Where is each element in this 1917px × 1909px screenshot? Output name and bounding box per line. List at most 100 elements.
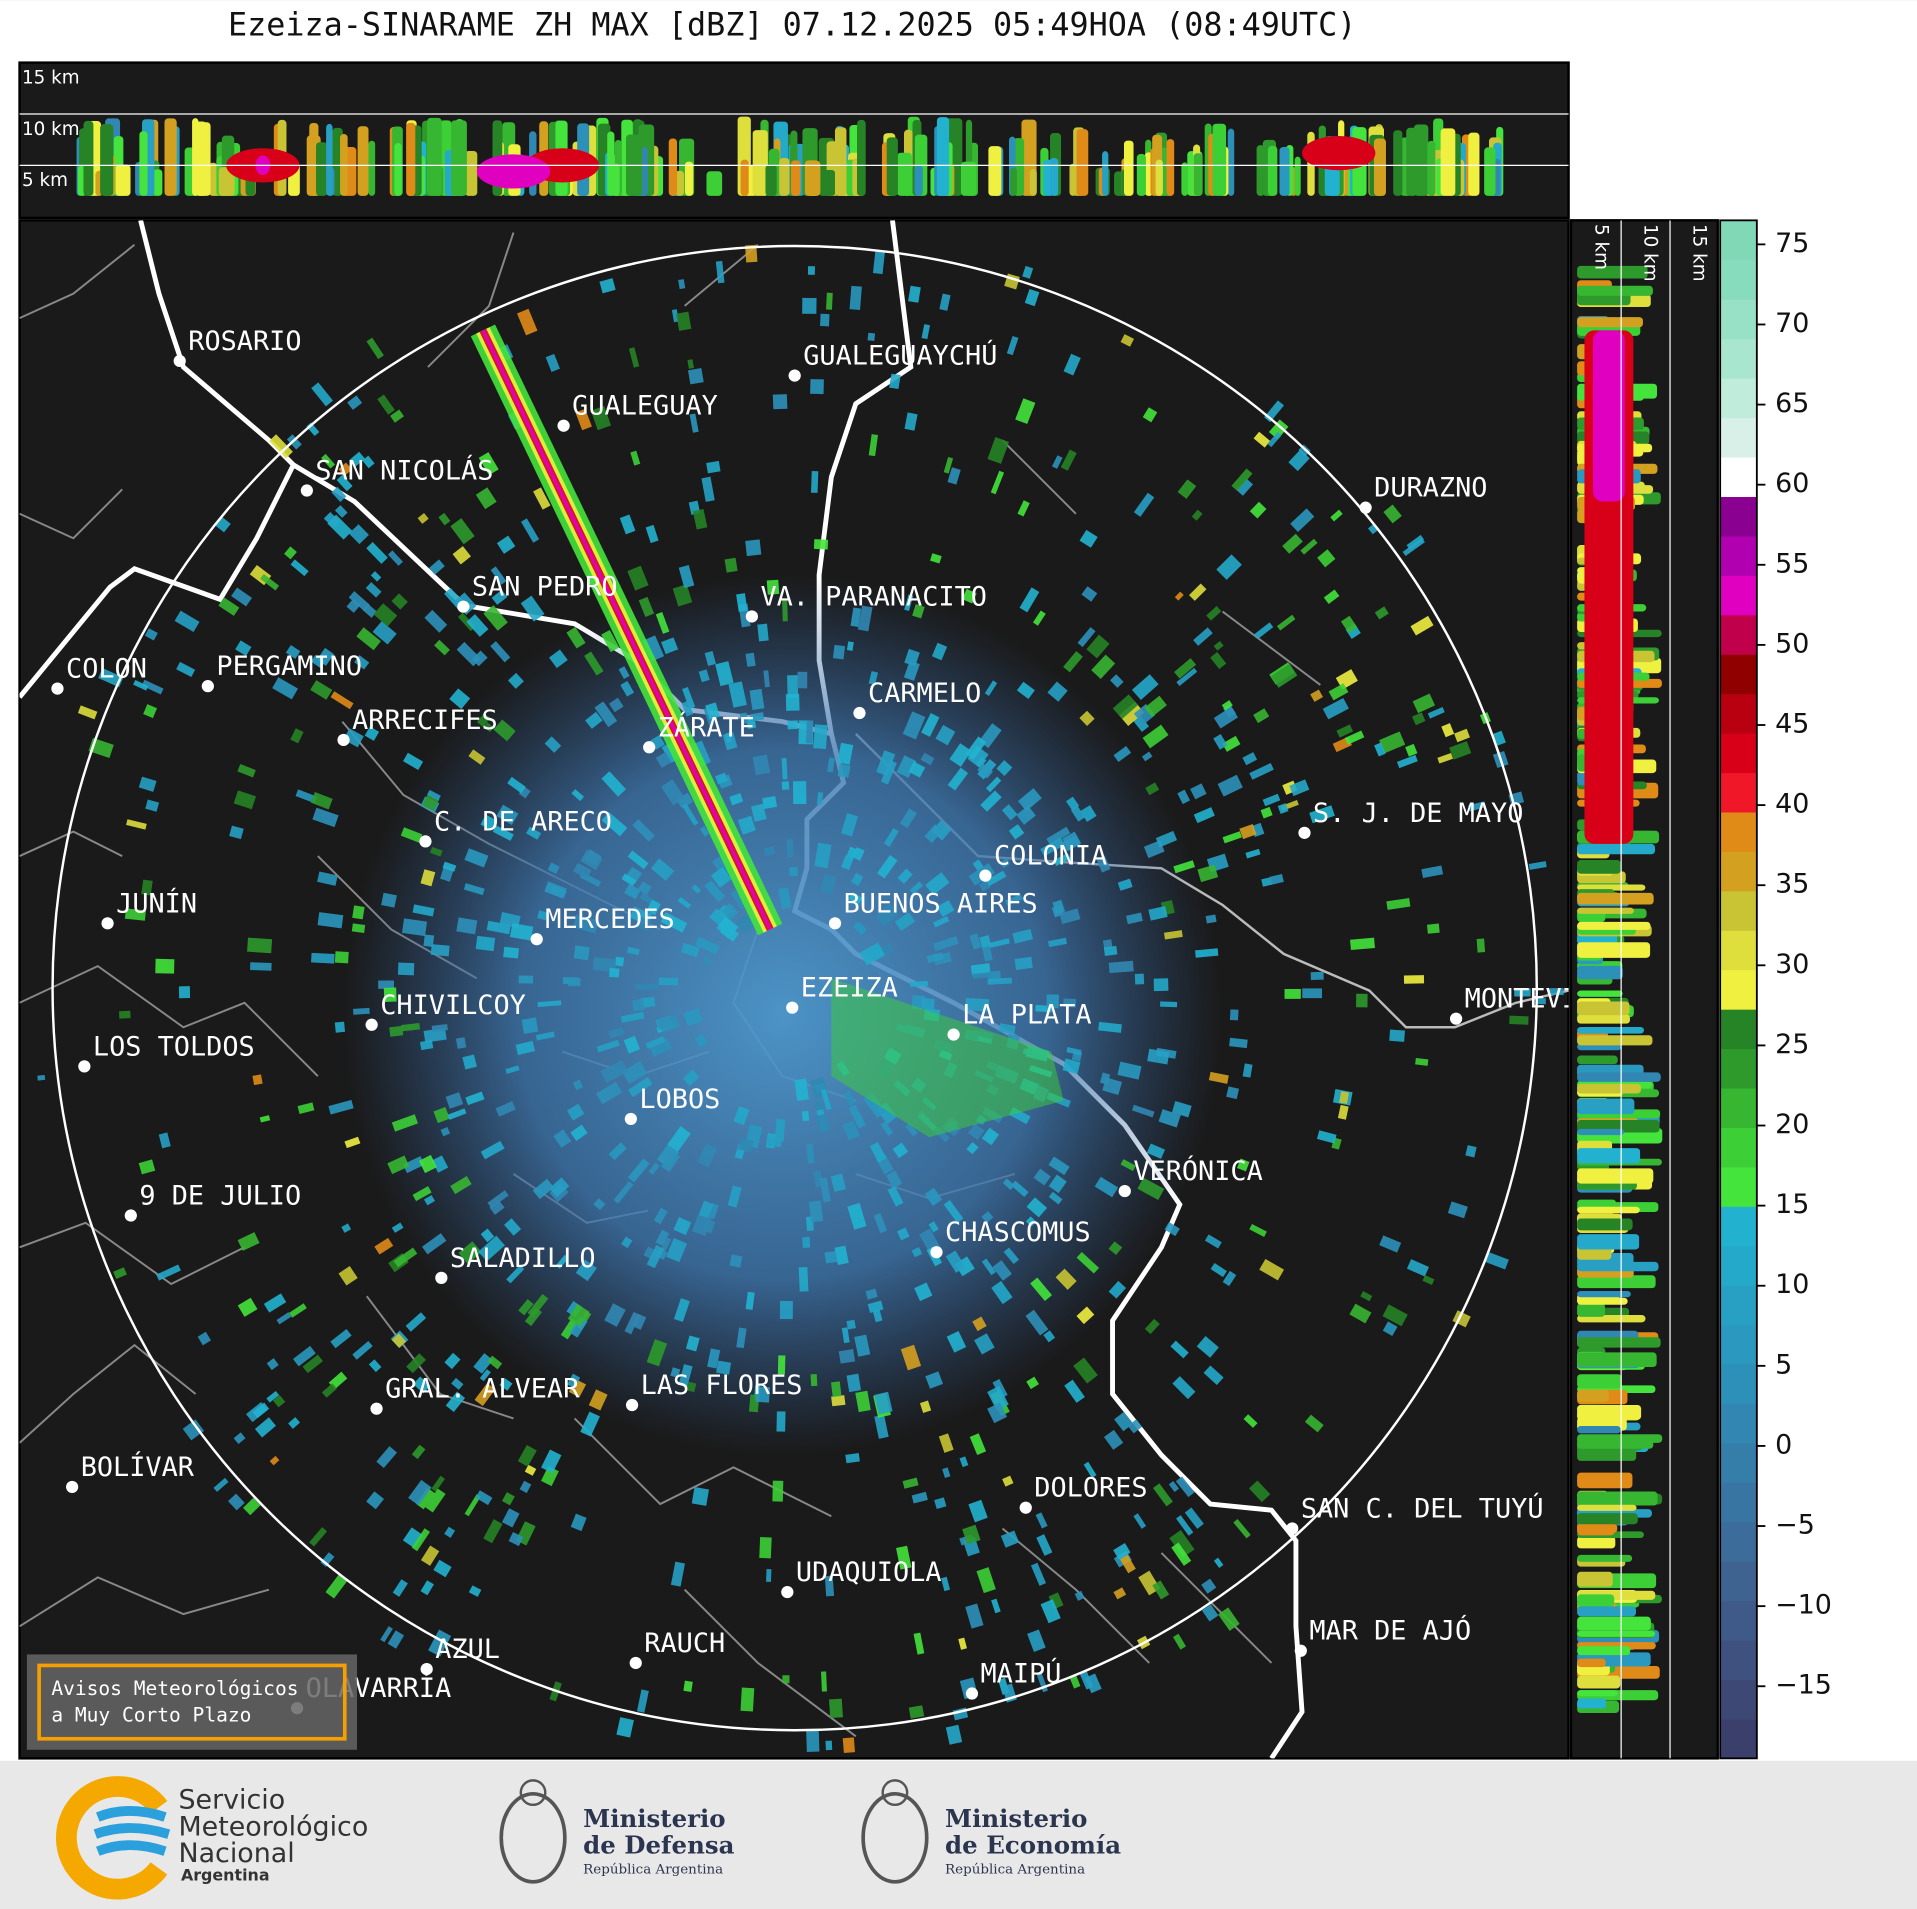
echo: [1422, 1275, 1435, 1285]
echo: [480, 1228, 495, 1243]
echo: [521, 1017, 539, 1034]
echo: [763, 670, 770, 688]
range-ring: [51, 244, 1539, 1732]
echo: [311, 382, 333, 407]
colorbar-tick-label: 25: [1775, 1029, 1809, 1060]
echo: [678, 279, 686, 290]
echo: [1204, 1234, 1222, 1249]
echo: [1243, 1414, 1258, 1428]
echo: [362, 455, 375, 469]
echo: [787, 720, 798, 730]
echo: [636, 1689, 649, 1713]
echo: [1091, 654, 1116, 679]
echo: [1172, 1633, 1186, 1650]
echo: [635, 983, 659, 990]
echo: [683, 1008, 703, 1027]
echo: [1213, 734, 1228, 750]
echo: [969, 933, 982, 950]
echo: [348, 591, 370, 612]
echo: [334, 505, 348, 518]
colorbar-band: [1720, 969, 1757, 1010]
echo: [393, 1247, 418, 1268]
echo: [390, 409, 405, 423]
section-echo: [914, 165, 923, 196]
warning-text[interactable]: Avisos Meteorológicos: [51, 1677, 298, 1700]
echo: [401, 1022, 421, 1032]
colorbar-band: [1720, 614, 1757, 655]
colorbar-tick-label: 0: [1775, 1429, 1792, 1460]
section-echo: [218, 167, 235, 196]
section-echo: [886, 137, 898, 196]
echo: [1259, 1258, 1285, 1281]
echo: [476, 713, 491, 728]
echo: [1079, 710, 1095, 727]
echo: [405, 1312, 427, 1332]
echo: [991, 1598, 1001, 1614]
echo: [423, 1027, 447, 1043]
echo: [1048, 1156, 1070, 1176]
echo: [502, 1492, 515, 1506]
echo: [573, 862, 592, 879]
section-echo: [1577, 1513, 1638, 1525]
city-dot: [853, 706, 866, 720]
echo: [1242, 1063, 1253, 1078]
section-echo: [83, 120, 94, 196]
echo: [266, 1390, 280, 1403]
echo: [874, 903, 900, 928]
echo: [842, 1120, 860, 1141]
section-echo: [765, 164, 777, 196]
echo: [1344, 730, 1365, 745]
echo: [935, 724, 956, 746]
section-echo: [1029, 168, 1037, 196]
section-echo: [1227, 128, 1235, 196]
section-echo: [1577, 1571, 1613, 1587]
section-echo: [368, 140, 376, 196]
echo-streak: [481, 329, 772, 931]
echo: [416, 1487, 436, 1510]
echo: [872, 251, 885, 275]
city-dot: [979, 869, 992, 882]
echo: [681, 686, 696, 710]
echo: [483, 722, 494, 733]
echo: [1396, 754, 1418, 769]
section-echo: [451, 120, 467, 196]
warning-text[interactable]: a Muy Corto Plazo: [51, 1704, 251, 1727]
echo: [229, 825, 244, 840]
echo: [1201, 1578, 1217, 1594]
warning-box[interactable]: [37, 1663, 347, 1741]
echo: [1427, 706, 1445, 719]
echo: [1063, 353, 1081, 376]
echo: [1002, 1178, 1015, 1191]
section-echo: [164, 118, 177, 196]
echo: [924, 824, 943, 844]
city-label: GUALEGUAY: [572, 391, 718, 422]
echo: [750, 712, 765, 722]
city-label: AZUL: [435, 1634, 500, 1665]
section-echo: [464, 151, 478, 196]
echo: [749, 688, 765, 711]
echo: [601, 811, 628, 837]
echo: [921, 713, 940, 737]
colorbar-band: [1720, 1718, 1757, 1759]
section-echo: [1577, 843, 1656, 855]
echo: [444, 1526, 456, 1538]
echo: [623, 1035, 641, 1054]
echo: [1048, 1191, 1063, 1205]
echo: [637, 881, 652, 896]
echo: [979, 935, 992, 949]
echo: [813, 724, 828, 750]
echo: [478, 452, 499, 476]
echo: [532, 1178, 555, 1200]
echo: [825, 1740, 833, 1751]
section-echo: [988, 146, 1002, 196]
echo: [691, 1486, 709, 1506]
echo: [572, 1079, 584, 1091]
logo-text: Meteorológico: [178, 1811, 368, 1842]
echo: [341, 1223, 352, 1233]
echo: [981, 1127, 1000, 1146]
echo: [567, 1303, 590, 1327]
echo: [520, 595, 545, 622]
section-echo: [1279, 147, 1290, 196]
echo: [455, 1037, 467, 1049]
echo: [967, 1123, 985, 1141]
